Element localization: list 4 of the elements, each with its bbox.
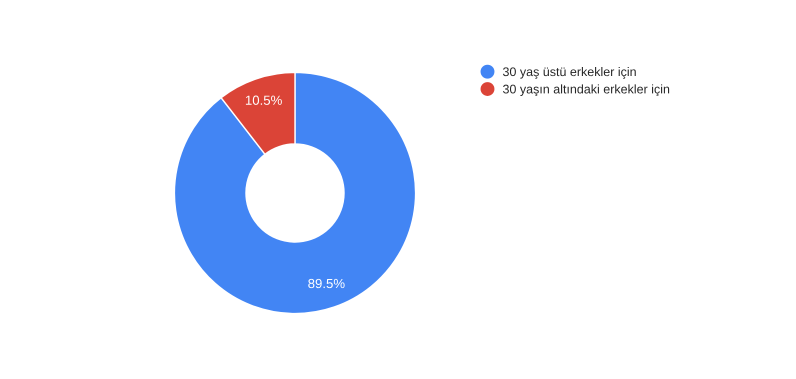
legend-label: 30 yaş üstü erkekler için: [502, 67, 636, 79]
legend-label: 30 yaşın altındaki erkekler için: [502, 84, 670, 96]
data-label: 10.5%: [246, 96, 282, 105]
data-label: 89.5%: [308, 278, 345, 288]
